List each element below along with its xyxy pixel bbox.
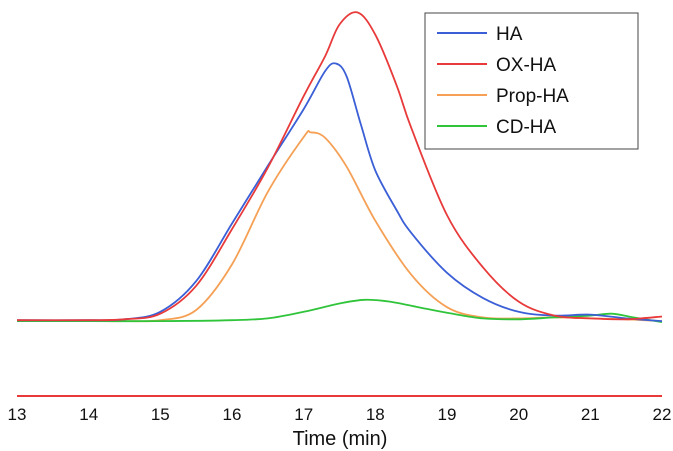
plot-lines <box>16 11 663 323</box>
legend-label-prop-ha: Prop-HA <box>496 86 569 107</box>
series-line-prop-ha <box>16 130 663 323</box>
x-tick-label: 16 <box>223 405 242 424</box>
x-tick-label: 14 <box>79 405 98 424</box>
x-tick-label: 13 <box>8 405 27 424</box>
legend-label-ox-ha: OX-HA <box>496 55 557 76</box>
series-line-ox-ha <box>16 11 663 322</box>
x-axis-title: Time (min) <box>293 428 388 450</box>
x-tick-label: 19 <box>438 405 457 424</box>
x-tick-labels: 13 14 15 16 17 18 19 20 21 22 <box>8 405 672 424</box>
legend: HA OX-HA Prop-HA CD-HA <box>424 12 639 150</box>
x-tick-label: 22 <box>653 405 672 424</box>
legend-label-ha: HA <box>496 24 523 45</box>
x-tick-label: 15 <box>151 405 170 424</box>
x-tick-label: 21 <box>581 405 600 424</box>
x-tick-label: 18 <box>366 405 385 424</box>
series-line-ha <box>16 62 663 322</box>
series-line-cd-ha <box>16 298 663 323</box>
legend-label-cd-ha: CD-HA <box>496 117 556 138</box>
x-tick-label: 17 <box>294 405 313 424</box>
x-tick-label: 20 <box>509 405 528 424</box>
